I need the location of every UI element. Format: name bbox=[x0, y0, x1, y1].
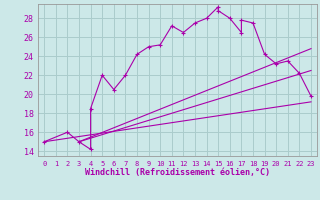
X-axis label: Windchill (Refroidissement éolien,°C): Windchill (Refroidissement éolien,°C) bbox=[85, 168, 270, 177]
